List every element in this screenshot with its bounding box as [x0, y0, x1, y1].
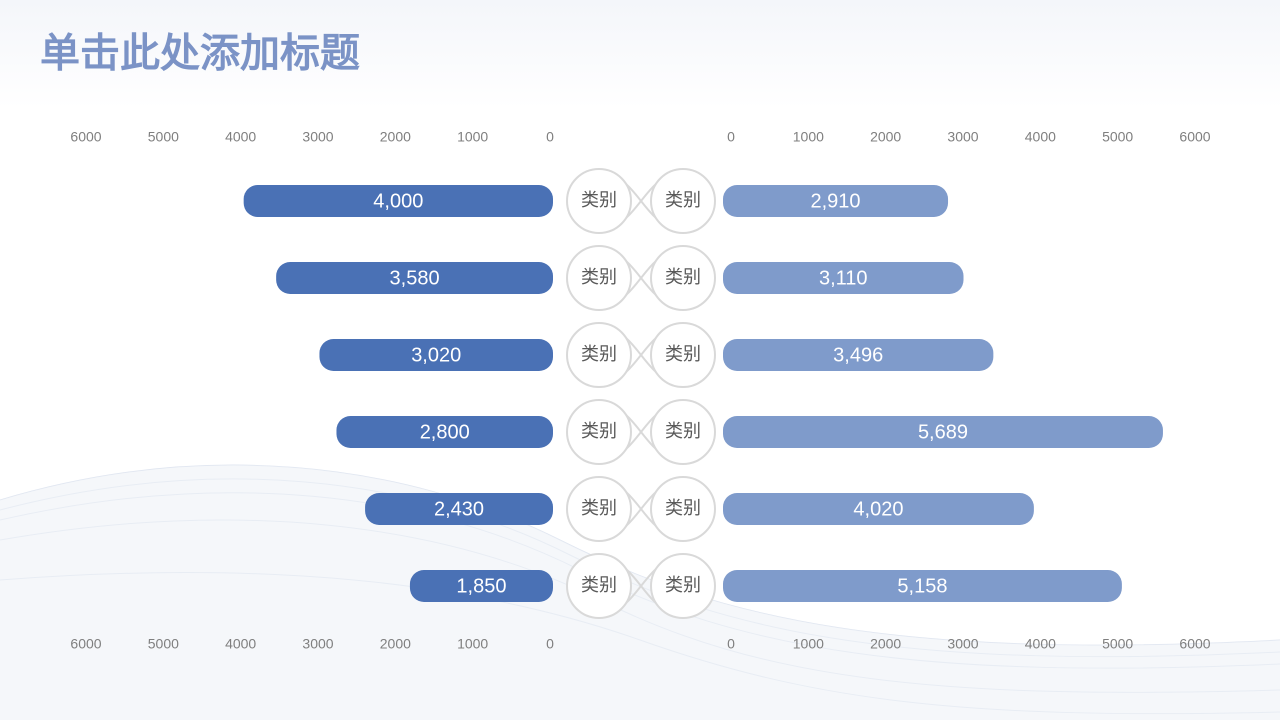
- right-tick-label: 3000: [947, 129, 978, 145]
- left-tick-label: 2000: [380, 636, 411, 652]
- category-label: 类别: [665, 575, 701, 595]
- right-tick-label: 2000: [870, 636, 901, 652]
- category-label: 类别: [665, 344, 701, 364]
- category-label: 类别: [581, 267, 617, 287]
- category-circle: [650, 245, 716, 311]
- left-bar: [409, 570, 553, 602]
- left-value-label: 3,020: [411, 344, 461, 366]
- left-tick-label: 0: [546, 636, 554, 652]
- right-tick-label: 4000: [1025, 129, 1056, 145]
- right-tick-label: 3000: [947, 636, 978, 652]
- category-label: 类别: [581, 190, 617, 210]
- left-bar: [243, 185, 553, 217]
- left-bar: [276, 262, 553, 294]
- right-bar: [723, 493, 1034, 525]
- right-tick-label: 4000: [1025, 636, 1056, 652]
- right-tick-label: 6000: [1179, 636, 1210, 652]
- left-tick-label: 1000: [457, 636, 488, 652]
- right-tick-label: 1000: [793, 129, 824, 145]
- category-circle: [566, 322, 632, 388]
- left-tick-label: 4000: [225, 636, 256, 652]
- left-tick-label: 1000: [457, 129, 488, 145]
- category-circle: [566, 399, 632, 465]
- wave-fill: [0, 465, 1280, 720]
- left-tick-label: 5000: [148, 636, 179, 652]
- right-bar: [723, 339, 994, 371]
- category-circle: [650, 553, 716, 619]
- left-value-label: 2,430: [434, 498, 484, 520]
- right-value-label: 5,689: [918, 421, 968, 443]
- category-label: 类别: [665, 267, 701, 287]
- right-value-label: 3,110: [819, 267, 868, 289]
- category-circle: [650, 168, 716, 234]
- left-tick-label: 2000: [380, 129, 411, 145]
- left-tick-label: 3000: [302, 129, 333, 145]
- category-label: 类别: [665, 190, 701, 210]
- right-tick-label: 0: [727, 636, 735, 652]
- left-tick-label: 6000: [70, 636, 101, 652]
- right-value-label: 5,158: [897, 575, 947, 597]
- right-bar: [723, 185, 949, 217]
- left-tick-label: 4000: [225, 129, 256, 145]
- category-circle: [566, 476, 632, 542]
- right-tick-label: 5000: [1102, 636, 1133, 652]
- right-tick-label: 2000: [870, 129, 901, 145]
- category-circle: [566, 168, 632, 234]
- category-label: 类别: [665, 498, 701, 518]
- left-value-label: 4,000: [373, 190, 423, 212]
- category-label: 类别: [581, 344, 617, 364]
- right-value-label: 2,910: [810, 190, 860, 212]
- left-value-label: 2,800: [420, 421, 470, 443]
- category-circle: [650, 476, 716, 542]
- category-label: 类别: [581, 575, 617, 595]
- category-label: 类别: [581, 498, 617, 518]
- left-tick-label: 5000: [148, 129, 179, 145]
- category-label: 类别: [665, 421, 701, 441]
- category-circle: [650, 399, 716, 465]
- category-circle: [566, 553, 632, 619]
- right-tick-label: 6000: [1179, 129, 1210, 145]
- category-circle: [566, 245, 632, 311]
- right-value-label: 3,496: [833, 344, 883, 366]
- right-bar: [723, 570, 1122, 602]
- right-value-label: 4,020: [853, 498, 903, 520]
- left-tick-label: 6000: [70, 129, 101, 145]
- right-bar: [723, 262, 964, 294]
- left-bar: [336, 416, 553, 448]
- left-tick-label: 3000: [302, 636, 333, 652]
- right-tick-label: 0: [727, 129, 735, 145]
- left-value-label: 3,580: [390, 267, 440, 289]
- right-bar: [723, 416, 1163, 448]
- right-tick-label: 5000: [1102, 129, 1133, 145]
- category-label: 类别: [581, 421, 617, 441]
- left-value-label: 1,850: [456, 575, 506, 597]
- slide-title: 单击此处添加标题: [40, 32, 360, 76]
- left-bar: [319, 339, 553, 371]
- left-tick-label: 0: [546, 129, 554, 145]
- right-tick-label: 1000: [793, 636, 824, 652]
- left-bar: [365, 493, 553, 525]
- category-circle: [650, 322, 716, 388]
